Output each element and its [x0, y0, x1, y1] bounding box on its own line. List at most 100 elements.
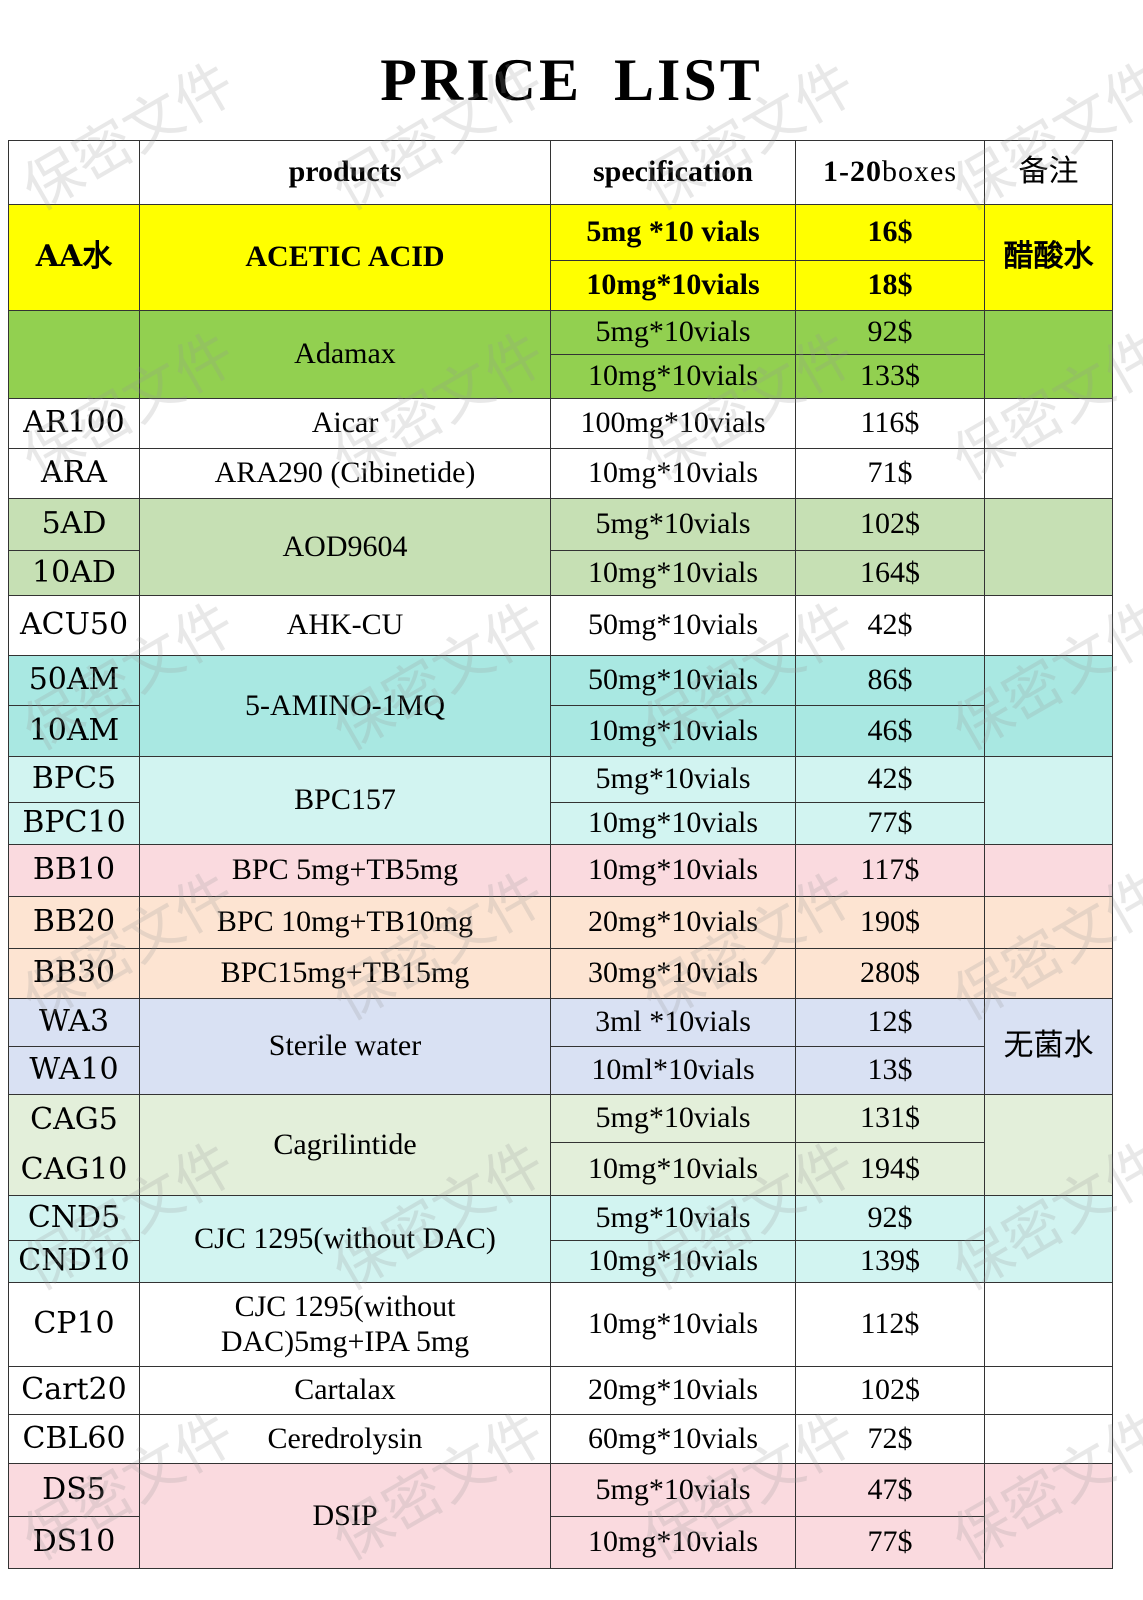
- price: 46$: [795, 705, 985, 757]
- price: 112$: [795, 1282, 985, 1367]
- note: [984, 1282, 1113, 1367]
- product-code: BB20: [8, 896, 140, 949]
- specification: 10mg*10vials: [550, 1142, 796, 1196]
- price: 47$: [795, 1463, 985, 1517]
- product-code: BB30: [8, 948, 140, 999]
- product-code: Cart20: [8, 1366, 140, 1415]
- note: [984, 1094, 1113, 1196]
- price: 164$: [795, 550, 985, 596]
- price: 190$: [795, 896, 985, 949]
- table-row: CND5 CJC 1295(without DAC) 5mg*10vials 92$: [8, 1195, 1113, 1283]
- product-code: ACU50: [8, 595, 140, 656]
- price: 86$: [795, 655, 985, 706]
- specification: 10mg*10vials: [550, 448, 796, 499]
- specification: 10mg*10vials: [550, 1240, 796, 1283]
- table-row: BB20 BPC 10mg+TB10mg 20mg*10vials 190$: [8, 896, 1113, 949]
- product-code: WA3: [8, 998, 140, 1047]
- specification: 10mg*10vials: [550, 705, 796, 757]
- table-row: WA3 Sterile water 3ml *10vials 12$ 无菌水: [8, 998, 1113, 1095]
- table-row: CAG5 CAG10 Cagrilintide 5mg*10vials 131$: [8, 1093, 1113, 1196]
- product-code: CND10: [8, 1240, 140, 1283]
- product-name: BPC157: [139, 756, 551, 845]
- product-name: Sterile water: [139, 998, 551, 1095]
- price: 92$: [795, 310, 985, 355]
- product-code: BPC10: [8, 802, 140, 845]
- product-name: Ceredrolysin: [139, 1414, 551, 1464]
- note: 醋酸水: [984, 204, 1113, 311]
- price: 92$: [795, 1195, 985, 1241]
- price: 12$: [795, 998, 985, 1047]
- table-row: ACU50 AHK-CU 50mg*10vials 42$: [8, 595, 1113, 656]
- note: [984, 498, 1113, 596]
- specification: 10mg*10vials: [550, 550, 796, 596]
- note: [984, 448, 1113, 499]
- table-row: AA水 ACETIC ACID 5mg *10 vials 16$ 醋酸水: [8, 204, 1113, 311]
- product-name: DSIP: [139, 1463, 551, 1569]
- price: 133$: [795, 354, 985, 399]
- price: 280$: [795, 948, 985, 999]
- product-name: BPC 5mg+TB5mg: [139, 844, 551, 897]
- table-row: 5AD AOD9604 5mg*10vials 102$: [8, 498, 1113, 596]
- specification: 10mg*10vials: [550, 1516, 796, 1569]
- table-row: 10AD 10mg*10vials 164$: [8, 550, 1113, 596]
- product-code: ARA: [8, 448, 140, 499]
- product-name: CJC 1295(without DAC)5mg+IPA 5mg: [139, 1282, 551, 1367]
- product-code: DS10: [8, 1516, 140, 1569]
- specification: 5mg *10 vials: [550, 204, 796, 261]
- specification: 10mg*10vials: [550, 354, 796, 399]
- note: [984, 896, 1113, 949]
- product-code-line: CAG5: [30, 1102, 118, 1137]
- header-price: 1-20boxes: [795, 140, 985, 205]
- price: 139$: [795, 1240, 985, 1283]
- specification: 60mg*10vials: [550, 1414, 796, 1464]
- product-name: 5-AMINO-1MQ: [139, 655, 551, 757]
- header-row: products specification 1-20boxes 备注: [8, 140, 1113, 205]
- table-row: ARA ARA290 (Cibinetide) 10mg*10vials 71$: [8, 448, 1113, 499]
- specification: 3ml *10vials: [550, 998, 796, 1047]
- note: [984, 1414, 1113, 1464]
- specification: 5mg*10vials: [550, 310, 796, 355]
- product-code: CAG5 CAG10: [8, 1094, 140, 1196]
- price: 117$: [795, 844, 985, 897]
- note: [984, 948, 1113, 999]
- specification: 10mg*10vials: [550, 844, 796, 897]
- page-title: PRICE LIST: [380, 47, 763, 113]
- table-row: DS10 10mg*10vials 77$: [8, 1516, 1113, 1569]
- product-code: 10AM: [8, 705, 140, 757]
- header-code: [8, 140, 140, 205]
- product-code: DS5: [8, 1463, 140, 1517]
- price: 18$: [795, 260, 985, 311]
- table-row: Adamax 5mg*10vials 92$: [8, 310, 1113, 399]
- specification: 50mg*10vials: [550, 655, 796, 706]
- specification: 5mg*10vials: [550, 1463, 796, 1517]
- table-row: BB10 BPC 5mg+TB5mg 10mg*10vials 117$: [8, 844, 1113, 897]
- note: [984, 1195, 1113, 1283]
- product-code: AA水: [8, 204, 140, 311]
- table-row: BB30 BPC15mg+TB15mg 30mg*10vials 280$: [8, 948, 1113, 999]
- product-code: CND5: [8, 1195, 140, 1241]
- price: 102$: [795, 1366, 985, 1415]
- specification: 20mg*10vials: [550, 1366, 796, 1415]
- product-code: CBL60: [8, 1414, 140, 1464]
- specification: 5mg*10vials: [550, 1093, 796, 1144]
- product-code-line: CAG10: [20, 1152, 128, 1187]
- specification: 30mg*10vials: [550, 948, 796, 999]
- table-row: BPC10 10mg*10vials 77$: [8, 802, 1113, 845]
- product-code: AR100: [8, 398, 140, 449]
- price: 131$: [795, 1093, 985, 1144]
- product-name: BPC 10mg+TB10mg: [139, 896, 551, 949]
- table-row: AR100 Aicar 100mg*10vials 116$: [8, 398, 1113, 449]
- specification: 50mg*10vials: [550, 595, 796, 656]
- product-name: AHK-CU: [139, 595, 551, 656]
- product-code: 10AD: [8, 550, 140, 596]
- specification: 10mg*10vials: [550, 1282, 796, 1367]
- specification: 10mg*10vials: [550, 802, 796, 845]
- product-code: BB10: [8, 844, 140, 897]
- price: 13$: [795, 1046, 985, 1095]
- product-name: ACETIC ACID: [139, 204, 551, 311]
- product-name: Cagrilintide: [139, 1094, 551, 1196]
- table-row: CP10 CJC 1295(without DAC)5mg+IPA 5mg 10mg…: [8, 1282, 1113, 1367]
- price: 77$: [795, 802, 985, 845]
- note: [984, 655, 1113, 757]
- table-row: Cart20 Cartalax 20mg*10vials 102$: [8, 1366, 1113, 1415]
